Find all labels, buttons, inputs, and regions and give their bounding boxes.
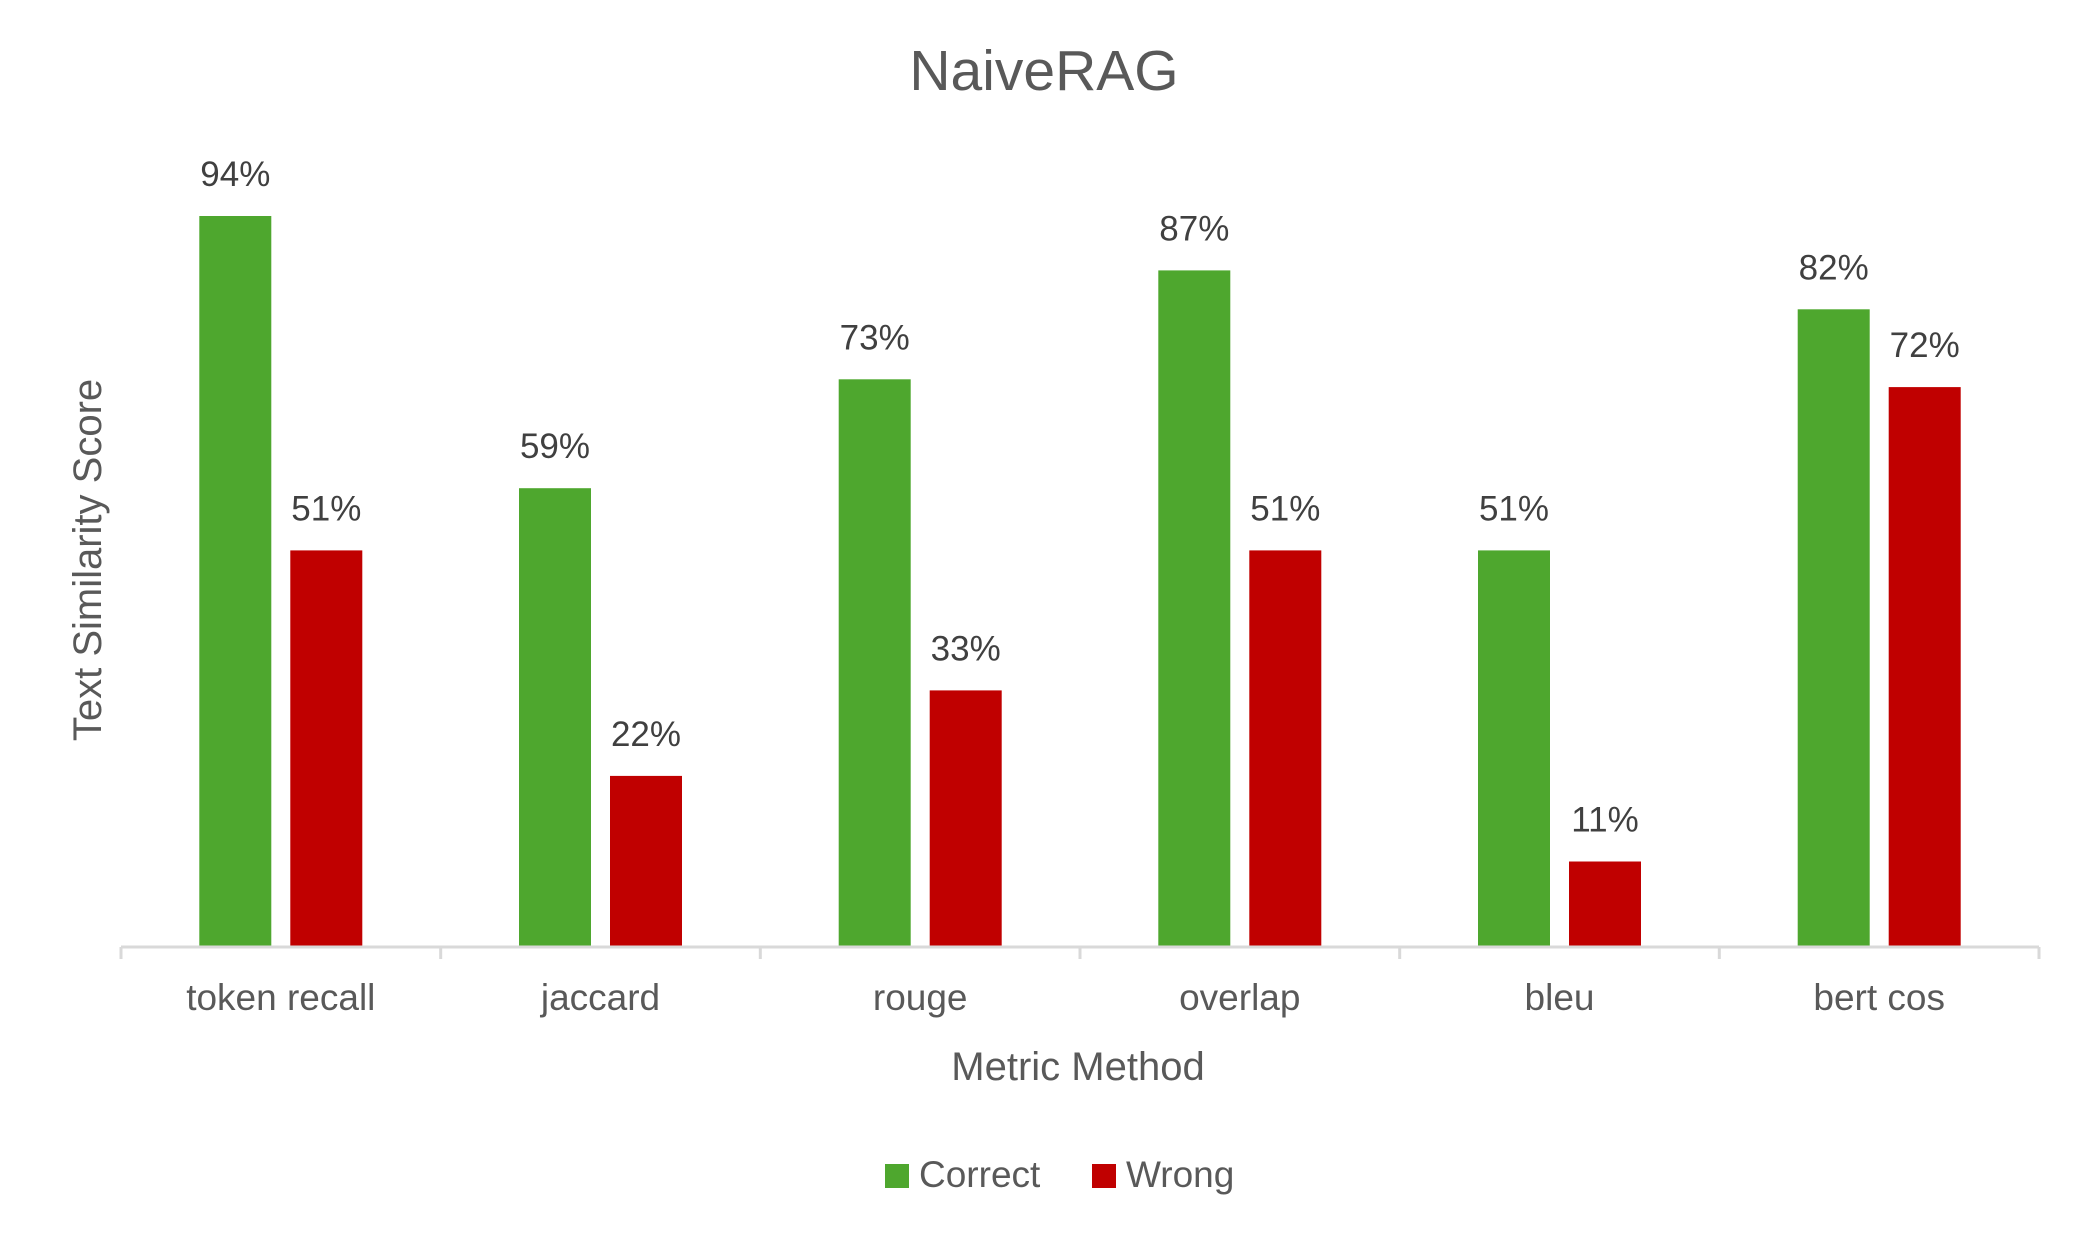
category-tick-label: rouge <box>873 977 968 1018</box>
data-label: 51% <box>291 489 361 528</box>
bar-wrong-overlap <box>1249 550 1322 947</box>
bar-wrong-jaccard <box>610 775 682 947</box>
data-label: 72% <box>1890 326 1960 365</box>
category-labels-layer: token recall jaccard rouge overlap bleu bert … <box>186 977 1945 1018</box>
data-label: 22% <box>611 715 681 754</box>
legend-label-wrong: Wrong <box>1126 1154 1234 1195</box>
data-label: 51% <box>1250 489 1320 528</box>
legend-label-correct: Correct <box>919 1154 1041 1195</box>
legend: Correct Wrong <box>885 1154 1234 1195</box>
legend-swatch-correct <box>885 1164 909 1188</box>
category-tick-label: bert cos <box>1813 977 1945 1018</box>
data-label: 82% <box>1799 248 1869 287</box>
x-axis <box>119 945 2041 959</box>
data-label: 73% <box>840 318 910 357</box>
chart-title: NaiveRAG <box>909 39 1178 103</box>
bar-wrong-rouge <box>929 690 1002 947</box>
bar-correct-overlap <box>1158 270 1231 947</box>
legend-swatch-wrong <box>1092 1164 1116 1188</box>
category-tick-label: overlap <box>1179 977 1300 1018</box>
category-tick-label: token recall <box>186 977 375 1018</box>
bar-correct-jaccard <box>519 488 591 947</box>
bar-correct-bert-cos <box>1797 309 1870 947</box>
x-axis-label: Metric Method <box>951 1045 1204 1089</box>
bars-layer <box>199 216 1961 948</box>
bar-correct-rouge <box>838 379 911 947</box>
category-tick-label: jaccard <box>540 977 660 1018</box>
bar-correct-token-recall <box>199 216 272 947</box>
data-label: 94% <box>200 155 270 194</box>
data-label: 59% <box>520 427 590 466</box>
data-label: 51% <box>1479 489 1549 528</box>
data-label: 87% <box>1159 209 1229 248</box>
data-label: 33% <box>931 629 1001 668</box>
bar-wrong-token-recall <box>290 550 363 947</box>
bar-wrong-bert-cos <box>1888 387 1961 948</box>
bar-correct-bleu <box>1478 550 1550 947</box>
category-tick-label: bleu <box>1525 977 1595 1018</box>
y-axis-label: Text Similarity Score <box>66 379 110 741</box>
data-labels-layer: 94% 51% 59% 22% 73% 33% 87% 51% 51% 11% 82% 72% <box>200 155 1959 840</box>
bar-wrong-bleu <box>1569 861 1641 947</box>
data-label: 11% <box>1571 801 1638 840</box>
